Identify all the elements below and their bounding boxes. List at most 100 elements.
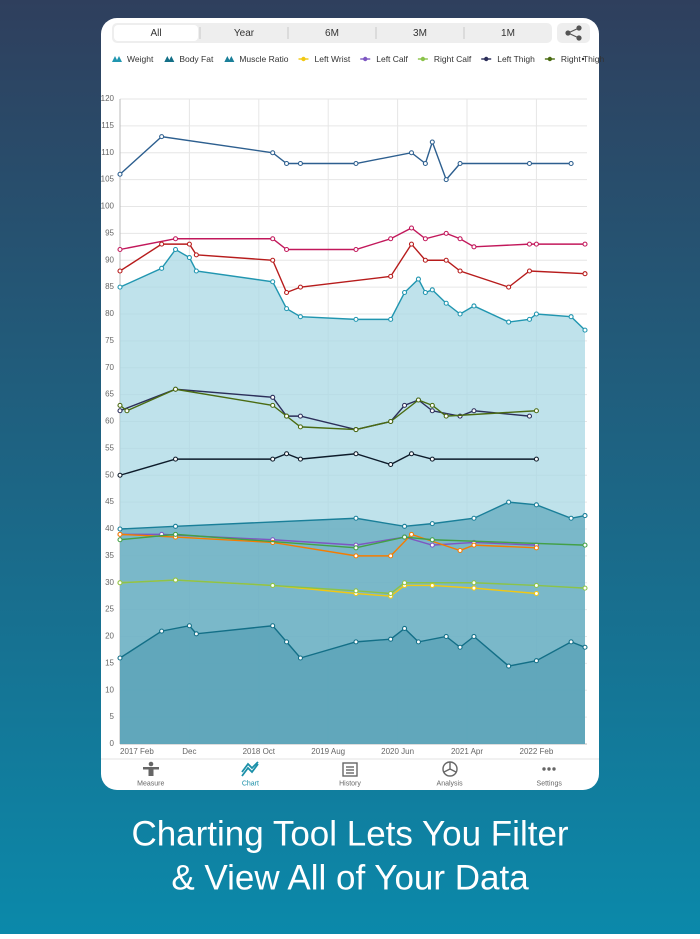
tab-label[interactable]: 6M <box>325 28 339 39</box>
tab-bar <box>112 23 552 43</box>
legend-label: Left Calf <box>376 54 408 64</box>
data-point <box>429 537 435 543</box>
data-point <box>172 456 179 462</box>
data-point <box>353 588 359 594</box>
data-point <box>193 631 199 637</box>
data-point <box>443 177 449 183</box>
y-tick-label: 115 <box>101 121 114 130</box>
data-point <box>402 534 408 540</box>
bottom-nav: Measure Chart History Analysis Settings <box>137 780 562 787</box>
data-point <box>471 244 477 250</box>
data-point <box>117 171 123 177</box>
legend-icon <box>164 56 175 62</box>
y-tick-label: 120 <box>101 94 115 103</box>
data-point <box>117 268 123 274</box>
y-tick-label: 10 <box>105 685 114 694</box>
y-tick-label: 30 <box>105 578 114 587</box>
tab-label[interactable]: 3M <box>413 28 427 39</box>
tab-label[interactable]: Year <box>234 28 255 39</box>
data-point <box>388 273 394 279</box>
y-tick-label: 55 <box>105 443 114 452</box>
data-point <box>297 284 303 290</box>
data-point <box>582 241 588 247</box>
data-point <box>270 402 276 408</box>
data-point <box>172 246 179 253</box>
legend: Weight Body Fat Muscle Ratio Left Wrist Left… <box>112 54 604 64</box>
data-point <box>582 271 588 277</box>
data-point <box>526 160 533 167</box>
data-point <box>159 241 165 247</box>
nav-label[interactable]: Measure <box>137 780 164 787</box>
data-point <box>526 241 533 247</box>
data-point <box>471 542 477 548</box>
data-point <box>471 515 477 521</box>
data-point <box>284 289 290 296</box>
chart-icon-2 <box>241 761 259 773</box>
data-point <box>284 160 290 167</box>
data-point <box>270 394 276 400</box>
y-tick-label: 105 <box>101 175 115 184</box>
data-point <box>582 644 588 650</box>
data-point <box>506 499 512 505</box>
share-button[interactable] <box>557 23 590 43</box>
data-point <box>159 628 165 634</box>
data-point <box>506 319 512 325</box>
legend-more[interactable] <box>581 57 585 61</box>
data-point <box>408 531 415 537</box>
data-point <box>457 268 463 274</box>
y-tick-label: 35 <box>105 551 114 560</box>
history-icon <box>342 762 358 777</box>
analysis-icon <box>442 761 458 777</box>
data-point <box>408 150 415 156</box>
nav-label[interactable]: Settings <box>537 780 563 787</box>
nav-label[interactable]: Analysis <box>437 780 464 787</box>
legend-icon <box>547 56 553 62</box>
data-point <box>353 515 359 521</box>
tabs: All Year 6M 3M 1M <box>114 25 515 41</box>
data-point <box>457 644 463 650</box>
data-point <box>284 451 290 457</box>
data-point <box>270 150 276 156</box>
data-point <box>297 456 303 462</box>
nav-label[interactable]: Chart <box>242 780 259 787</box>
data-point <box>533 545 539 551</box>
data-point <box>568 314 574 320</box>
data-point <box>193 268 199 274</box>
data-point <box>568 160 574 167</box>
data-point <box>506 663 512 669</box>
data-point <box>429 521 435 527</box>
legend-icon <box>420 56 426 62</box>
measure-icon <box>143 761 159 776</box>
y-tick-label: 0 <box>110 739 115 748</box>
tab-label[interactable]: 1M <box>501 28 515 39</box>
y-tick-label: 65 <box>105 390 114 399</box>
legend-label: Left Thigh <box>497 54 535 64</box>
settings-icon <box>542 767 556 771</box>
data-point <box>429 402 435 408</box>
data-point <box>582 327 588 333</box>
data-point <box>415 276 421 282</box>
nav-label[interactable]: History <box>339 780 361 787</box>
tab-label[interactable]: All <box>150 28 161 39</box>
data-point <box>117 537 123 543</box>
data-point <box>388 590 394 597</box>
data-point <box>533 241 539 247</box>
data-point <box>172 386 179 392</box>
data-point <box>388 418 394 425</box>
y-tick-label: 60 <box>105 417 114 426</box>
data-point <box>172 531 179 537</box>
y-tick-label: 45 <box>105 497 114 506</box>
tab-selected <box>114 25 198 41</box>
data-point <box>186 255 192 261</box>
legend-icon <box>224 56 235 62</box>
data-point <box>402 402 408 408</box>
caption-line: & View All of Your Data <box>171 858 529 897</box>
data-point <box>172 523 179 529</box>
data-point <box>124 408 130 414</box>
data-point <box>117 472 123 478</box>
data-point <box>429 287 435 293</box>
y-tick-label: 100 <box>101 202 115 211</box>
x-tick-label: Dec <box>182 747 196 756</box>
data-point <box>533 658 539 664</box>
data-point <box>117 284 123 290</box>
